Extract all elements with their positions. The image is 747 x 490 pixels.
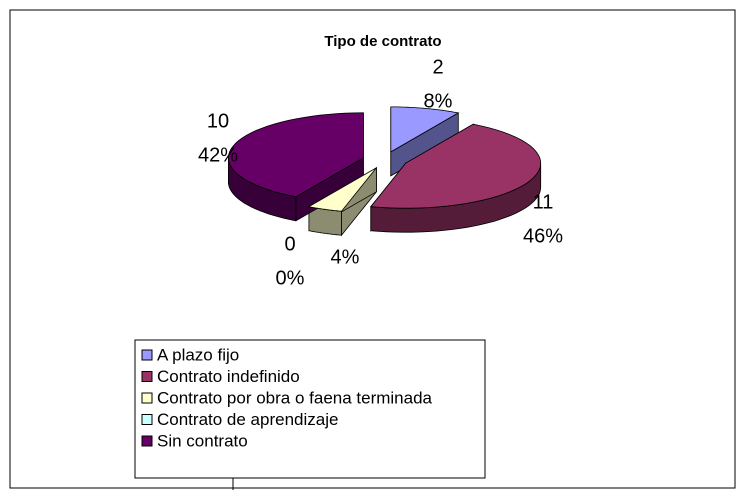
legend-swatch (141, 349, 153, 361)
data-label-value: 10 (207, 110, 229, 132)
slice (390, 106, 460, 153)
legend-label: A plazo fijo (157, 345, 239, 364)
data-label-percent: 4% (331, 246, 360, 268)
slice (227, 112, 364, 198)
legend-label: Sin contrato (157, 431, 248, 450)
data-label-value: 11 (533, 191, 554, 213)
data-label-value: 0 (284, 233, 295, 255)
legend-swatch (141, 414, 153, 425)
data-label-percent: 8% (424, 90, 453, 112)
chart-title: Tipo de contrato (324, 33, 441, 50)
data-label-value: 2 (432, 56, 443, 78)
data-label-percent: 46% (523, 225, 563, 247)
legend-swatch (141, 371, 153, 382)
legend-swatch (141, 392, 153, 404)
legend-swatch (141, 435, 153, 447)
legend-label: Contrato de aprendizaje (157, 410, 338, 429)
legend-label: Contrato indefinido (157, 367, 300, 386)
legend-label: Contrato por obra o faena terminada (157, 388, 433, 407)
slice (307, 167, 377, 212)
legend-box (134, 339, 486, 479)
slice (370, 123, 541, 209)
data-label-percent: 42% (198, 144, 238, 166)
data-label-percent: 0% (276, 267, 305, 289)
